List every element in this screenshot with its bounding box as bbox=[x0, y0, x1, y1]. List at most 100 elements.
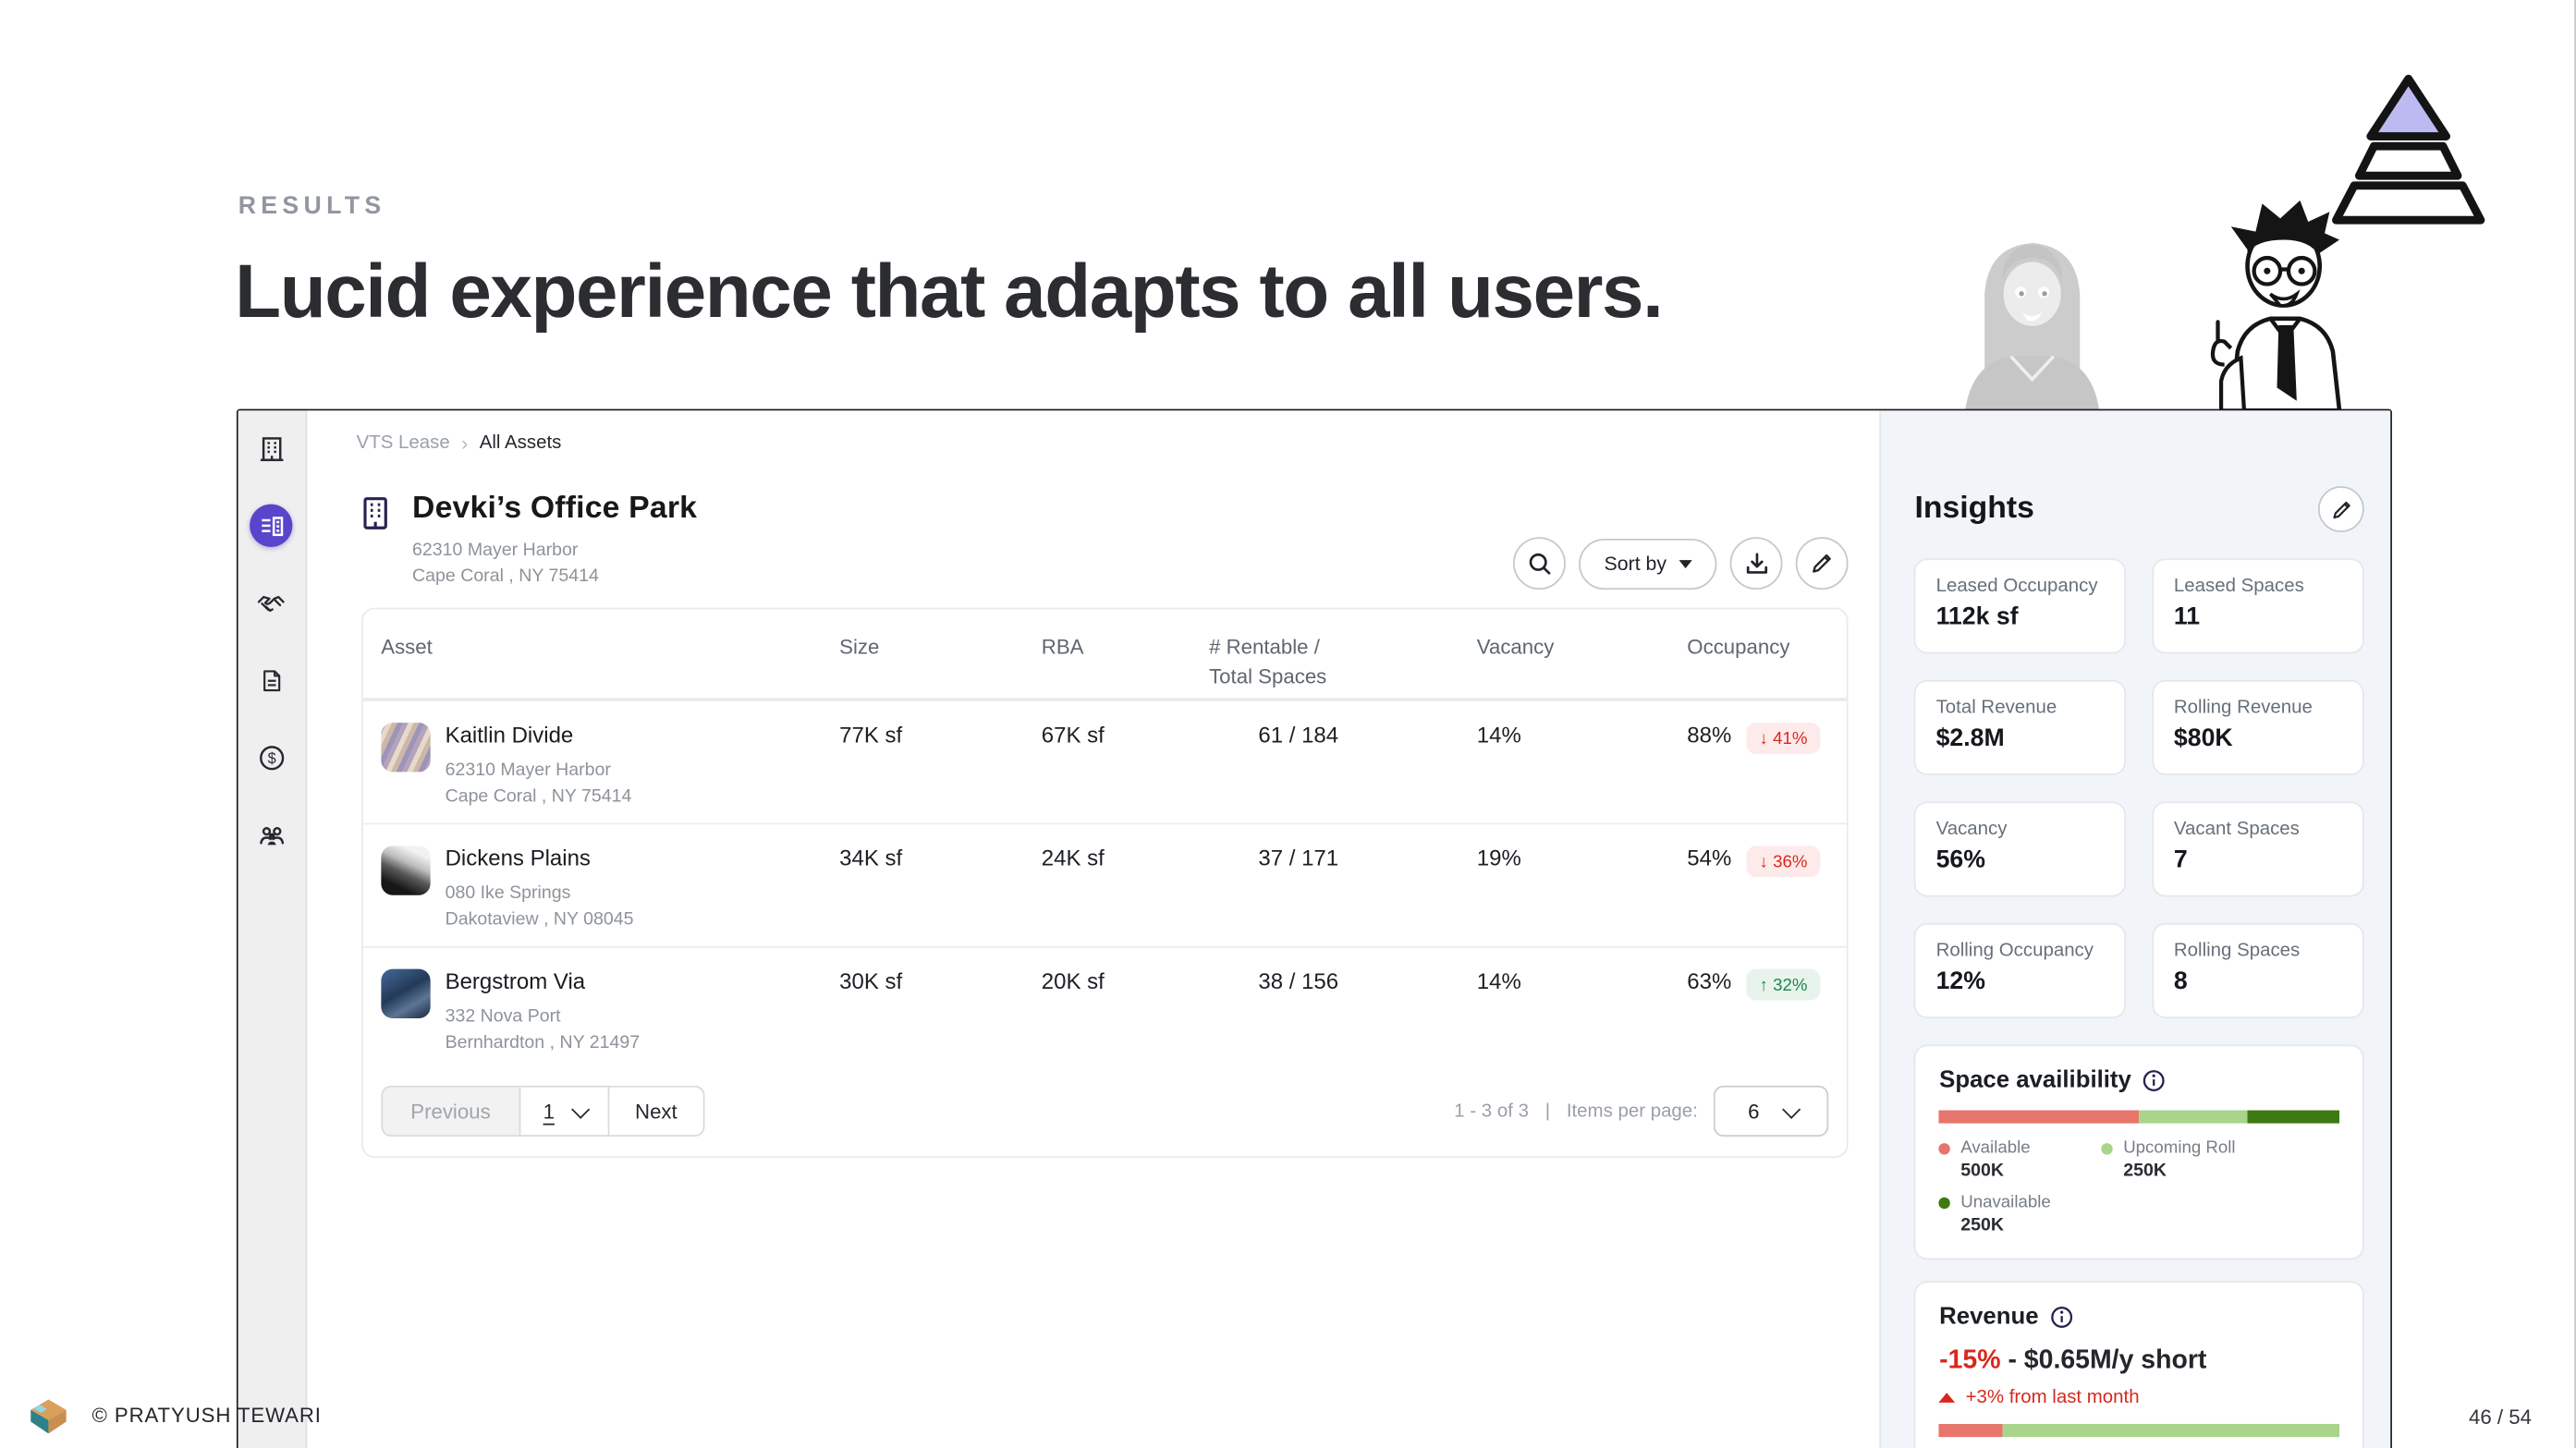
occupancy-delta-badge: ↓ 36% bbox=[1746, 846, 1821, 878]
slide-footer: © PRATYUSH TEWARI bbox=[26, 1396, 321, 1436]
bar-segment-target bbox=[2003, 1424, 2340, 1438]
row-asset-address: 080 Ike Springs Dakotaview , NY 08045 bbox=[445, 883, 634, 931]
space-availability-bar bbox=[1939, 1110, 2340, 1124]
pagination-separator: | bbox=[1544, 1101, 1551, 1122]
insight-card: Rolling Occupancy 12% bbox=[1914, 922, 2127, 1019]
space-availability-card: Space availibility Available 500K bbox=[1914, 1044, 2364, 1260]
revenue-headline: -15% - $0.65M/y short bbox=[1939, 1346, 2207, 1375]
legend-upcoming-roll: Upcoming Roll 250K bbox=[2102, 1138, 2339, 1181]
asset-table: Asset Size RBA # Rentable / Total Spaces… bbox=[360, 607, 1850, 1159]
insight-cards: Leased Occupancy 112k sf Leased Spaces 11 … bbox=[1914, 558, 2364, 1019]
author-logo bbox=[31, 1399, 67, 1434]
search-button[interactable] bbox=[1513, 537, 1567, 590]
download-icon bbox=[1746, 552, 1767, 573]
dollar-icon: $ bbox=[259, 745, 285, 770]
legend-dot bbox=[1939, 1196, 1951, 1209]
row-rba: 24K sf bbox=[1041, 846, 1105, 871]
asset-address: 62310 Mayer Harbor Cape Coral , NY 75414 bbox=[412, 540, 599, 587]
legend-dot bbox=[1939, 1142, 1951, 1154]
sort-by-button[interactable]: Sort by bbox=[1579, 538, 1718, 590]
row-asset-name: Bergstrom Via bbox=[445, 968, 586, 994]
insight-card: Leased Spaces 11 bbox=[2152, 558, 2364, 654]
row-asset-name: Dickens Plains bbox=[445, 846, 591, 871]
asset-list-icon bbox=[262, 516, 284, 536]
asset-detail-main: VTS Lease › All Assets Devki’s Office Pa… bbox=[307, 410, 1881, 1448]
insights-panel: Insights Leased Occupancy 112k sf Leased … bbox=[1880, 410, 2391, 1448]
info-icon[interactable] bbox=[2050, 1306, 2073, 1329]
row-asset-address: 62310 Mayer Harbor Cape Coral , NY 75414 bbox=[445, 760, 632, 807]
man-illustration bbox=[2210, 200, 2342, 411]
asset-title: Devki’s Office Park bbox=[412, 491, 698, 526]
office-building-icon bbox=[363, 497, 387, 529]
table-row[interactable]: Bergstrom Via 332 Nova Port Bernhardton … bbox=[362, 945, 1848, 1069]
row-size: 77K sf bbox=[839, 723, 903, 748]
table-toolbar: Sort by bbox=[1513, 537, 1850, 590]
handshake-icon bbox=[258, 595, 286, 613]
row-size: 30K sf bbox=[839, 968, 903, 994]
download-button[interactable] bbox=[1730, 537, 1784, 590]
building-icon bbox=[260, 436, 284, 461]
row-vacancy: 14% bbox=[1476, 968, 1521, 994]
row-occupancy: 63% bbox=[1687, 968, 1732, 994]
edit-table-button[interactable] bbox=[1796, 537, 1850, 590]
row-asset-name: Kaitlin Divide bbox=[445, 723, 574, 748]
space-availability-title: Space availibility bbox=[1939, 1067, 2131, 1094]
search-icon bbox=[1529, 553, 1551, 575]
asset-thumbnail bbox=[381, 846, 431, 895]
breadcrumb-root[interactable]: VTS Lease bbox=[356, 433, 450, 454]
sidebar-item-asset-list[interactable] bbox=[250, 504, 294, 547]
revenue-subtext: +3% from last month bbox=[1939, 1388, 2339, 1407]
row-vacancy: 19% bbox=[1476, 846, 1521, 871]
col-header-occupancy: Occupancy bbox=[1687, 635, 1790, 659]
sidebar-item-team[interactable] bbox=[250, 813, 293, 856]
bar-segment-unavailable bbox=[2247, 1110, 2340, 1124]
pencil-icon bbox=[2332, 501, 2350, 518]
sidebar-item-finance[interactable]: $ bbox=[250, 736, 293, 778]
sidebar-item-deals[interactable] bbox=[250, 581, 293, 624]
col-header-size: Size bbox=[839, 635, 880, 659]
insight-card: Leased Occupancy 112k sf bbox=[1914, 558, 2127, 654]
legend-unavailable: Unavailable 250K bbox=[1939, 1192, 2102, 1235]
col-header-rentable: # Rentable / Total Spaces bbox=[1209, 635, 1327, 688]
section-eyebrow: RESULTS bbox=[238, 191, 386, 221]
edit-insights-button[interactable] bbox=[2317, 486, 2364, 532]
col-header-asset: Asset bbox=[381, 635, 433, 659]
revenue-title: Revenue bbox=[1939, 1304, 2039, 1331]
row-rentable: 61 / 184 bbox=[1258, 723, 1339, 748]
col-header-rba: RBA bbox=[1041, 635, 1084, 659]
team-icon bbox=[260, 826, 285, 845]
row-vacancy: 14% bbox=[1476, 723, 1521, 748]
insight-card: Vacancy 56% bbox=[1914, 801, 2127, 897]
legend-dot bbox=[2102, 1142, 2114, 1154]
items-per-page-select[interactable]: 6 bbox=[1714, 1085, 1830, 1137]
insight-card: Rolling Revenue $80K bbox=[2152, 679, 2364, 775]
asset-thumbnail bbox=[381, 968, 431, 1019]
pagination: Previous 1 Next 1 - 3 of 3 | Items per p… bbox=[363, 1069, 1848, 1156]
revenue-bar bbox=[1939, 1424, 2340, 1438]
page-select[interactable]: 1 bbox=[519, 1085, 609, 1137]
insight-card: Rolling Spaces 8 bbox=[2152, 922, 2364, 1019]
asset-identity: Devki’s Office Park 62310 Mayer Harbor C… bbox=[357, 491, 698, 590]
table-row[interactable]: Kaitlin Divide 62310 Mayer Harbor Cape C… bbox=[362, 700, 1848, 822]
previous-page-button[interactable]: Previous bbox=[381, 1085, 520, 1137]
row-asset-address: 332 Nova Port Bernhardton , NY 21497 bbox=[445, 1006, 641, 1053]
items-per-page-label: Items per page: bbox=[1566, 1101, 1698, 1122]
occupancy-delta-badge: ↓ 41% bbox=[1746, 723, 1821, 754]
sidebar-item-documents[interactable] bbox=[250, 659, 293, 701]
page-counter: 46 / 54 bbox=[2469, 1405, 2533, 1430]
slide-title: Lucid experience that adapts to all user… bbox=[235, 248, 1664, 334]
sidebar-item-buildings[interactable] bbox=[250, 427, 293, 469]
info-icon[interactable] bbox=[2143, 1069, 2166, 1092]
document-icon bbox=[263, 669, 281, 691]
app-sidebar: $ bbox=[238, 410, 308, 1448]
insights-title: Insights bbox=[1914, 491, 2034, 526]
breadcrumb-chevron-icon: › bbox=[461, 432, 469, 456]
pagination-range: 1 - 3 of 3 bbox=[1454, 1101, 1529, 1122]
table-row[interactable]: Dickens Plains 080 Ike Springs Dakotavie… bbox=[362, 822, 1848, 945]
row-rentable: 37 / 171 bbox=[1258, 846, 1339, 871]
chevron-down-icon bbox=[1679, 559, 1693, 568]
bar-segment-actual bbox=[1939, 1424, 2004, 1438]
svg-text:$: $ bbox=[268, 749, 276, 766]
next-page-button[interactable]: Next bbox=[608, 1085, 705, 1137]
